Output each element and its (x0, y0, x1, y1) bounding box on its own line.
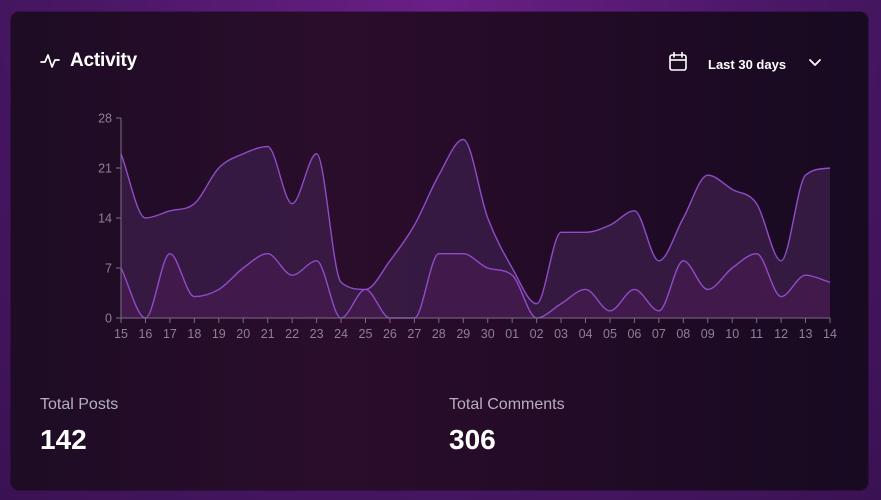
x-tick-label: 02 (530, 327, 544, 341)
x-tick-label: 29 (456, 327, 470, 341)
x-tick-label: 25 (359, 327, 373, 341)
x-tick-label: 16 (138, 327, 152, 341)
y-tick-label: 21 (98, 162, 112, 176)
x-tick-label: 26 (383, 327, 397, 341)
x-tick-label: 01 (505, 327, 519, 341)
x-tick-label: 08 (676, 327, 690, 341)
y-tick-label: 28 (98, 112, 112, 126)
chart-areas (120, 138, 831, 319)
y-tick-label: 0 (105, 312, 112, 326)
total-posts-label: Total Posts (40, 396, 119, 413)
x-tick-label: 21 (261, 327, 275, 341)
x-tick-label: 27 (407, 327, 421, 341)
x-tick-label: 17 (163, 327, 177, 341)
activity-icon (40, 51, 60, 71)
x-tick-label: 19 (212, 327, 226, 341)
x-tick-label: 12 (774, 327, 788, 341)
total-posts-stat: Total Posts 142 (40, 396, 118, 456)
x-tick-label: 14 (823, 327, 837, 341)
total-comments-label: Total Comments (449, 396, 565, 413)
x-tick-label: 09 (701, 327, 715, 341)
x-tick-label: 28 (432, 327, 446, 341)
chevron-down-icon (808, 55, 822, 73)
x-tick-label: 20 (236, 327, 250, 341)
total-posts-value: 142 (40, 424, 87, 455)
date-range-label: Last 30 days (708, 56, 787, 72)
series-2-line (120, 253, 831, 319)
card-title: Activity (70, 50, 138, 71)
x-tick-label: 24 (334, 327, 348, 341)
total-comments-stat: Total Comments 306 (449, 396, 565, 456)
series-2-area (121, 253, 830, 318)
card-header: Activity (40, 50, 137, 72)
date-range-dropdown[interactable]: Last 30 days (668, 51, 822, 77)
x-tick-label: 30 (481, 327, 495, 341)
x-tick-label: 18 (187, 327, 201, 341)
x-tick-label: 15 (114, 327, 128, 341)
x-tick-label: 04 (579, 327, 593, 341)
x-tick-label: 11 (750, 327, 763, 341)
x-tick-label: 23 (310, 327, 324, 341)
series-1-line (120, 138, 831, 305)
x-tick-label: 22 (285, 327, 299, 341)
y-tick-label: 14 (98, 212, 112, 226)
y-tick-label: 7 (105, 262, 112, 276)
calendar-icon (668, 51, 688, 77)
x-tick-label: 05 (603, 327, 617, 341)
x-tick-label: 10 (725, 327, 739, 341)
x-tick-label: 06 (627, 327, 641, 341)
total-comments-value: 306 (449, 424, 496, 455)
x-tick-label: 07 (652, 327, 666, 341)
x-tick-label: 13 (799, 327, 813, 341)
x-tick-label: 03 (554, 327, 568, 341)
